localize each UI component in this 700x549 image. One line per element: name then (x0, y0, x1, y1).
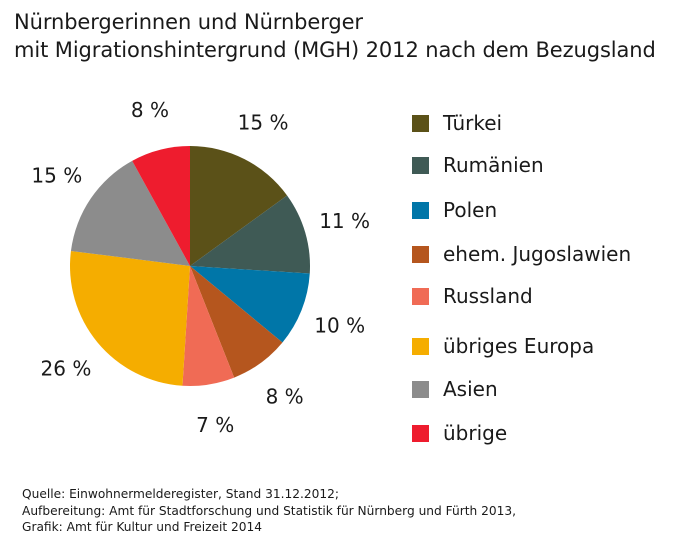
legend-label: ehem. Jugoslawien (443, 242, 632, 266)
source-line-2: Aufbereitung: Amt für Stadtforschung und… (22, 503, 516, 518)
legend-item-ehem-jugoslawien: ehem. Jugoslawien (412, 239, 631, 269)
legend-swatch (412, 245, 429, 263)
legend-label: Russland (443, 284, 533, 308)
pie-slice-polen (190, 266, 310, 343)
legend-item-tuerkei: Türkei (412, 108, 502, 138)
legend-label: Türkei (443, 111, 503, 135)
pie-slices (70, 146, 311, 386)
chart-title-line-1: Nürnbergerinnen und Nürnberger (14, 10, 363, 34)
slice-label-russland: 7 % (196, 413, 234, 437)
legend-swatch (412, 156, 429, 174)
pie-slice-asien (70, 160, 190, 266)
chart-title: Nürnbergerinnen und Nürnberger mit Migra… (14, 8, 656, 64)
pie-slice-labels: 15 % 11 % 10 % 8 % 7 % 26 % 15 % 8 % (31, 98, 370, 437)
legend-label: Rumänien (443, 153, 544, 177)
chart-title-line-2: mit Migrationshintergrund (MGH) 2012 nac… (14, 38, 656, 62)
legend-swatch (412, 114, 429, 132)
pie-slice-russland (182, 266, 235, 386)
legend-item-uebrige: übrige (412, 418, 507, 448)
legend-item-asien: Asien (412, 374, 498, 404)
slice-label-uebrige: 8 % (131, 98, 169, 122)
legend-swatch (412, 380, 429, 398)
source-line-3: Grafik: Amt für Kultur und Freizeit 2014 (22, 520, 263, 534)
pie-slice-ehem-jugoslawien (190, 266, 283, 378)
slice-label-rumaenien: 11 % (319, 209, 370, 233)
legend-swatch (412, 287, 429, 305)
slice-label-polen: 10 % (314, 313, 365, 337)
slice-label-tuerkei: 15 % (238, 111, 289, 135)
pie-slice-rumaenien (190, 195, 311, 274)
legend-swatch (412, 201, 429, 219)
legend-label: Polen (443, 198, 498, 222)
pie-slice-uebrige (132, 146, 190, 266)
pie-slice-tuerkei (190, 146, 288, 266)
legend-swatch (412, 424, 429, 442)
legend-label: übriges Europa (443, 334, 595, 358)
legend-label: Asien (443, 377, 498, 401)
source-line-1: Quelle: Einwohnermelderegister, Stand 31… (22, 487, 339, 501)
legend-item-rumaenien: Rumänien (412, 150, 544, 180)
source-note: Quelle: Einwohnermelderegister, Stand 31… (22, 486, 516, 536)
legend-item-russland: Russland (412, 281, 533, 311)
legend-label: übrige (443, 421, 508, 445)
legend-item-polen: Polen (412, 195, 497, 225)
slice-label-uebriges-europa: 26 % (41, 357, 92, 381)
slice-label-asien: 15 % (31, 164, 82, 188)
legend-swatch (412, 337, 429, 355)
slice-label-ehem-jugoslawien: 8 % (266, 384, 304, 408)
legend-item-uebriges-europa: übriges Europa (412, 331, 594, 361)
pie-slice-uebriges-europa (70, 250, 190, 386)
